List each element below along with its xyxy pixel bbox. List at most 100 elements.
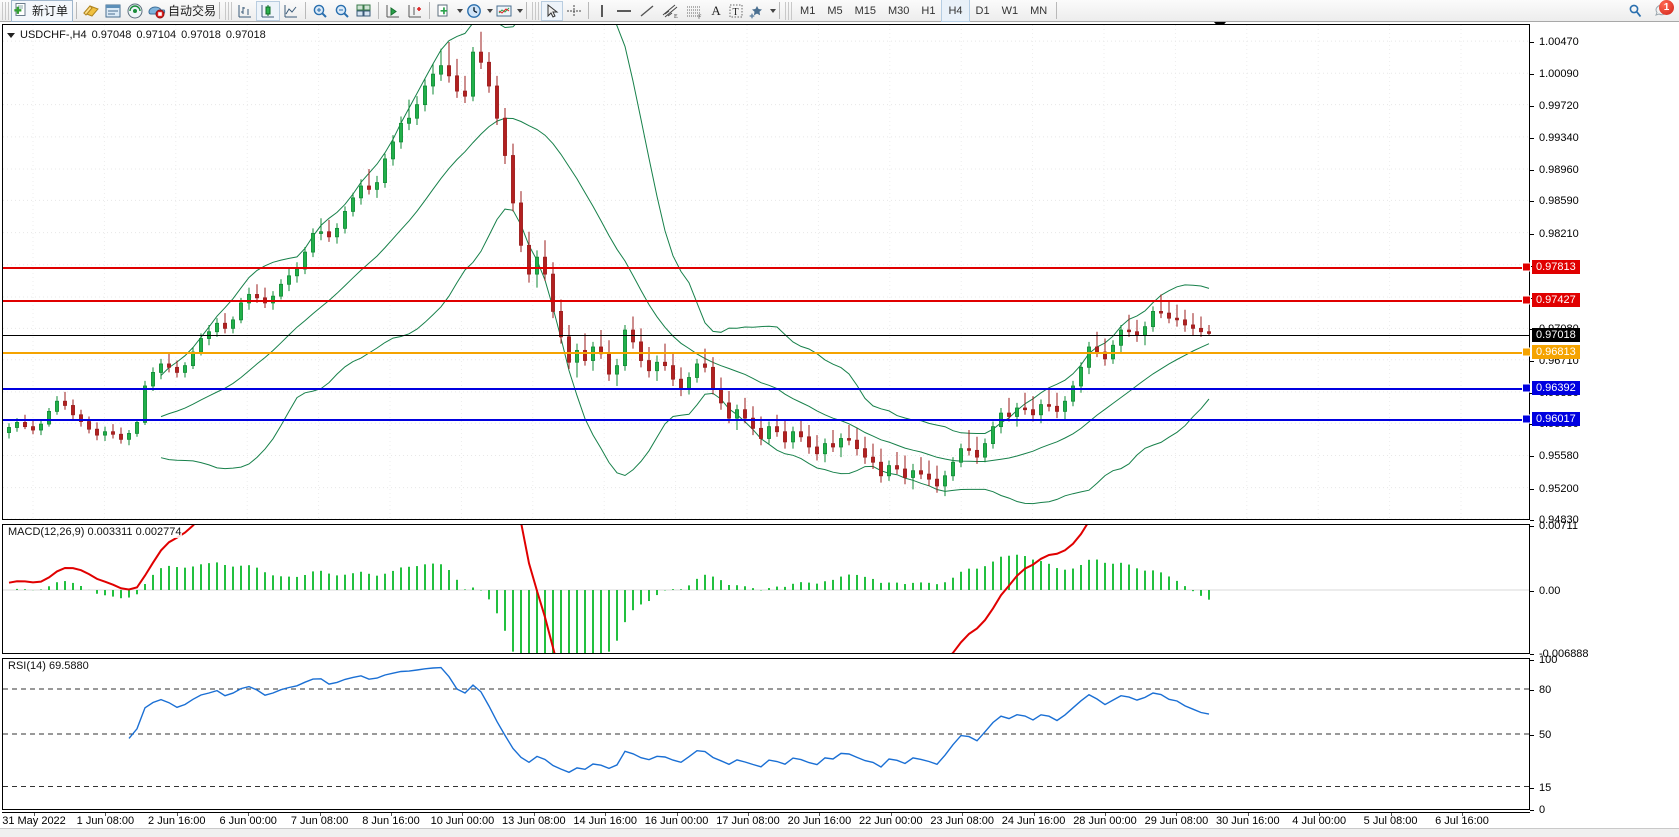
time-label: 22 Jun 00:00 xyxy=(858,815,923,827)
templates-icon[interactable] xyxy=(493,1,515,21)
crosshair-icon[interactable] xyxy=(563,1,585,21)
level-handle-0.96017[interactable] xyxy=(1522,414,1531,424)
level-line-0.97018[interactable] xyxy=(3,334,1529,336)
level-line-0.97813[interactable] xyxy=(3,267,1529,270)
zoom-out-icon[interactable] xyxy=(331,1,353,21)
price-label-support[interactable]: 0.96392 xyxy=(1532,380,1580,395)
chart-menu-caret-icon[interactable] xyxy=(7,32,15,38)
auto-scroll-icon[interactable] xyxy=(404,1,426,21)
level-handle-0.97427[interactable] xyxy=(1522,295,1531,305)
macd-tick: 0.00711 xyxy=(1530,520,1578,532)
price-tick: 1.00470 xyxy=(1530,36,1579,48)
toolbar-grip[interactable] xyxy=(2,1,9,20)
time-label: 17 Jun 08:00 xyxy=(716,815,780,827)
new-order-label: 新订单 xyxy=(32,4,69,18)
price-label-pivot[interactable]: 0.96813 xyxy=(1532,344,1580,359)
fibonacci-icon[interactable]: F xyxy=(682,1,706,21)
timeframe-m1[interactable]: M1 xyxy=(800,4,816,17)
toolbar-grip-2[interactable] xyxy=(225,1,233,20)
autotrading-button[interactable] xyxy=(146,1,168,21)
toolbar-divider-8 xyxy=(779,2,781,19)
timeframe-d1[interactable]: D1 xyxy=(975,4,990,17)
toolbar-grip-4[interactable] xyxy=(785,1,793,20)
timeframe-m15[interactable]: M15 xyxy=(854,4,876,17)
price-tick: 0.95200 xyxy=(1530,483,1579,495)
time-label: 13 Jun 08:00 xyxy=(501,815,566,827)
level-handle-0.97813[interactable] xyxy=(1522,262,1531,272)
svg-text:F: F xyxy=(698,14,702,19)
periods-icon[interactable] xyxy=(463,1,485,21)
signals-icon[interactable] xyxy=(124,1,146,21)
vertical-line-icon[interactable] xyxy=(592,1,612,21)
timeframe-h4[interactable]: H4 xyxy=(941,0,970,22)
trendline-icon[interactable] xyxy=(636,1,658,21)
price-label-resistance[interactable]: 0.97427 xyxy=(1532,292,1580,307)
candlestick-chart-icon[interactable] xyxy=(256,0,281,21)
rsi-tick: 50 xyxy=(1530,729,1551,741)
alerts-icon[interactable]: 1 xyxy=(1654,0,1674,20)
timeframe-m5[interactable]: M5 xyxy=(827,4,843,17)
periods-dropdown-caret[interactable] xyxy=(487,8,494,13)
equidistant-channel-icon[interactable]: E xyxy=(658,1,682,21)
toolbar-divider-7 xyxy=(588,2,590,19)
timeframe-h1[interactable]: H1 xyxy=(921,4,936,17)
shapes-icon[interactable] xyxy=(746,1,768,21)
templates-dropdown-caret[interactable] xyxy=(517,8,524,13)
time-tick xyxy=(605,813,607,816)
macd-plot xyxy=(3,525,1529,653)
time-label: 28 Jun 00:00 xyxy=(1073,815,1137,827)
shapes-dropdown-caret[interactable] xyxy=(770,8,777,13)
macd-label: MACD(12,26,9) 0.003311 0.002774 xyxy=(7,526,183,538)
expert-advisors-icon[interactable] xyxy=(80,1,102,21)
rsi-pane[interactable]: RSI(14) 69.5880 xyxy=(2,658,1530,810)
price-label-resistance[interactable]: 0.97813 xyxy=(1532,260,1580,275)
time-tick xyxy=(533,813,535,816)
level-line-0.96392[interactable] xyxy=(3,387,1529,390)
bar-chart-icon[interactable] xyxy=(234,1,256,21)
rsi-tick: 0 xyxy=(1530,804,1545,816)
line-chart-icon[interactable] xyxy=(280,1,302,21)
level-line-0.97427[interactable] xyxy=(3,299,1529,302)
toolbar-divider-4 xyxy=(378,2,380,19)
time-tick xyxy=(391,813,392,816)
rsi-plot xyxy=(3,666,1529,787)
zoom-in-icon[interactable] xyxy=(309,1,331,21)
level-handle-0.96813[interactable] xyxy=(1522,347,1531,357)
tile-windows-icon[interactable] xyxy=(353,1,375,21)
rsi-tick: 15 xyxy=(1530,782,1551,794)
price-pane[interactable]: USDCHF-,H4 0.97048 0.97104 0.97018 0.970… xyxy=(2,24,1531,520)
toolbar-divider-6 xyxy=(526,2,528,19)
macd-pane[interactable]: MACD(12,26,9) 0.003311 0.002774 xyxy=(2,524,1530,654)
time-label: 1 Jun 08:00 xyxy=(76,815,135,827)
time-label: 2 Jun 16:00 xyxy=(148,815,206,827)
time-label: 5 Jul 08:00 xyxy=(1363,815,1418,827)
timeframe-w1[interactable]: W1 xyxy=(1001,4,1019,17)
level-line-0.96813[interactable] xyxy=(3,351,1529,354)
indicators-icon[interactable] xyxy=(433,1,455,21)
cursor-icon[interactable] xyxy=(541,0,564,21)
level-handle-0.96392[interactable] xyxy=(1522,383,1531,393)
timeframe-m30[interactable]: M30 xyxy=(888,4,910,17)
notification-count: 1 xyxy=(1659,0,1674,15)
horizontal-line-icon[interactable] xyxy=(612,1,636,21)
time-label: 14 Jun 16:00 xyxy=(573,815,637,827)
text-icon[interactable]: A xyxy=(711,2,721,18)
price-tick: 0.98590 xyxy=(1530,195,1579,207)
data-window-icon[interactable] xyxy=(102,1,124,21)
chart-shift-icon[interactable] xyxy=(382,1,404,21)
new-order-button[interactable]: 新订单 xyxy=(11,0,74,22)
price-plot xyxy=(3,25,1529,519)
time-tick xyxy=(819,813,821,816)
text-label-icon[interactable]: T xyxy=(726,1,746,21)
price-label-current-price[interactable]: 0.97018 xyxy=(1532,327,1580,342)
level-line-0.96017[interactable] xyxy=(3,419,1529,422)
timeframe-mn[interactable]: MN xyxy=(1030,4,1048,17)
indicators-dropdown-caret[interactable] xyxy=(457,8,464,13)
price-label-support[interactable]: 0.96017 xyxy=(1532,412,1580,427)
price-tick: 1.00090 xyxy=(1530,68,1579,80)
search-icon[interactable] xyxy=(1625,1,1646,21)
symbol-high: 0.97104 xyxy=(136,29,177,41)
toolbar-grip-3[interactable] xyxy=(532,1,540,20)
chart-container[interactable]: USDCHF-,H4 0.97048 0.97104 0.97018 0.970… xyxy=(0,22,1679,836)
price-scale[interactable]: 1.00470 1.00090 0.99720 0.99340 0.98960 0.985… xyxy=(1530,24,1679,816)
